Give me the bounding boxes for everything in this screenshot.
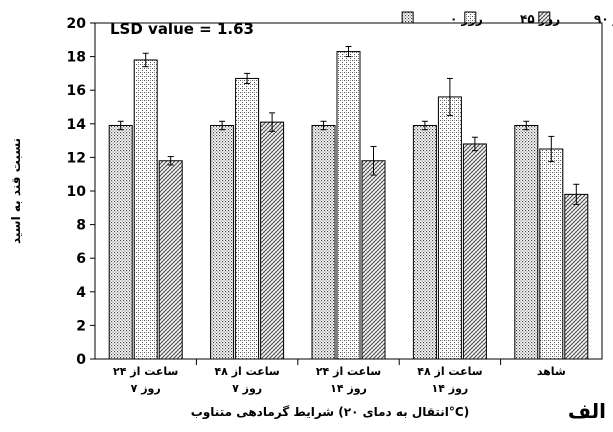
bars-group — [108, 46, 589, 360]
bar-series-2-cat-4 — [564, 193, 589, 360]
bar-series-2-cat-2 — [361, 160, 386, 360]
y-tick-label: 10 — [67, 184, 87, 200]
bar-series-0-cat-2 — [311, 124, 336, 360]
bar-series-1-cat-4 — [539, 148, 564, 360]
x-category-label: ۴۸ ساعت از — [417, 365, 482, 378]
bar-series-0-cat-3 — [412, 124, 437, 360]
bar-series-2-cat-0 — [158, 160, 183, 360]
bar-series-0-cat-4 — [514, 124, 539, 360]
legend-swatch-2 — [538, 11, 551, 24]
legend-swatch-0 — [401, 11, 414, 24]
x-category-label: ۲۴ ساعت از — [113, 365, 178, 378]
x-category-label: ۷ روز — [131, 382, 161, 395]
bar-series-2-cat-3 — [462, 143, 487, 360]
x-category-label: ۷ روز — [232, 382, 262, 395]
legend-label-2: روز ۹۰ — [594, 12, 613, 27]
y-tick-label: 0 — [76, 352, 86, 368]
bar-series-1-cat-3 — [437, 96, 462, 360]
legend: روز ۰روز ۴۵روز ۹۰ — [401, 11, 613, 27]
bar-series-0-cat-1 — [210, 124, 235, 360]
panel-label: الف — [568, 399, 606, 423]
y-tick-label: 2 — [76, 318, 86, 334]
x-category-label: ۴۸ ساعت از — [214, 365, 279, 378]
x-category-label: ۲۴ ساعت از — [316, 365, 381, 378]
y-tick-label: 14 — [67, 117, 87, 133]
y-tick-label: 20 — [67, 16, 87, 32]
bar-series-1-cat-0 — [133, 59, 158, 360]
x-axis: ۲۴ ساعت از ۷ روز ۴۸ ساعت از ۷ روز ۲۴ ساعت از… — [113, 359, 566, 395]
y-axis-title: نسبت قند به اسید — [9, 138, 23, 244]
x-category-label: ۱۴ روز — [432, 382, 469, 395]
y-tick-label: 12 — [67, 150, 86, 166]
lsd-annotation: LSD value = 1.63 — [110, 20, 254, 38]
bar-series-1-cat-1 — [235, 77, 260, 360]
bar-series-0-cat-0 — [108, 124, 133, 360]
y-tick-label: 6 — [76, 251, 86, 267]
bar-series-1-cat-2 — [336, 51, 361, 360]
bar-series-2-cat-1 — [260, 121, 285, 360]
y-tick-label: 16 — [67, 83, 86, 99]
y-axis: 0 2 4 6 8 10 12 14 16 18 20 — [67, 16, 95, 368]
legend-swatch-1 — [464, 11, 477, 24]
x-axis-title: شرایط گرمادهی متناوب (انتقال به دمای ۲۰°… — [191, 405, 469, 420]
y-tick-label: 18 — [67, 50, 86, 66]
x-category-label: ۱۴ روز — [330, 382, 367, 395]
y-tick-label: 4 — [76, 285, 86, 301]
x-category-label: شاهد — [537, 365, 566, 378]
y-tick-label: 8 — [76, 218, 86, 234]
